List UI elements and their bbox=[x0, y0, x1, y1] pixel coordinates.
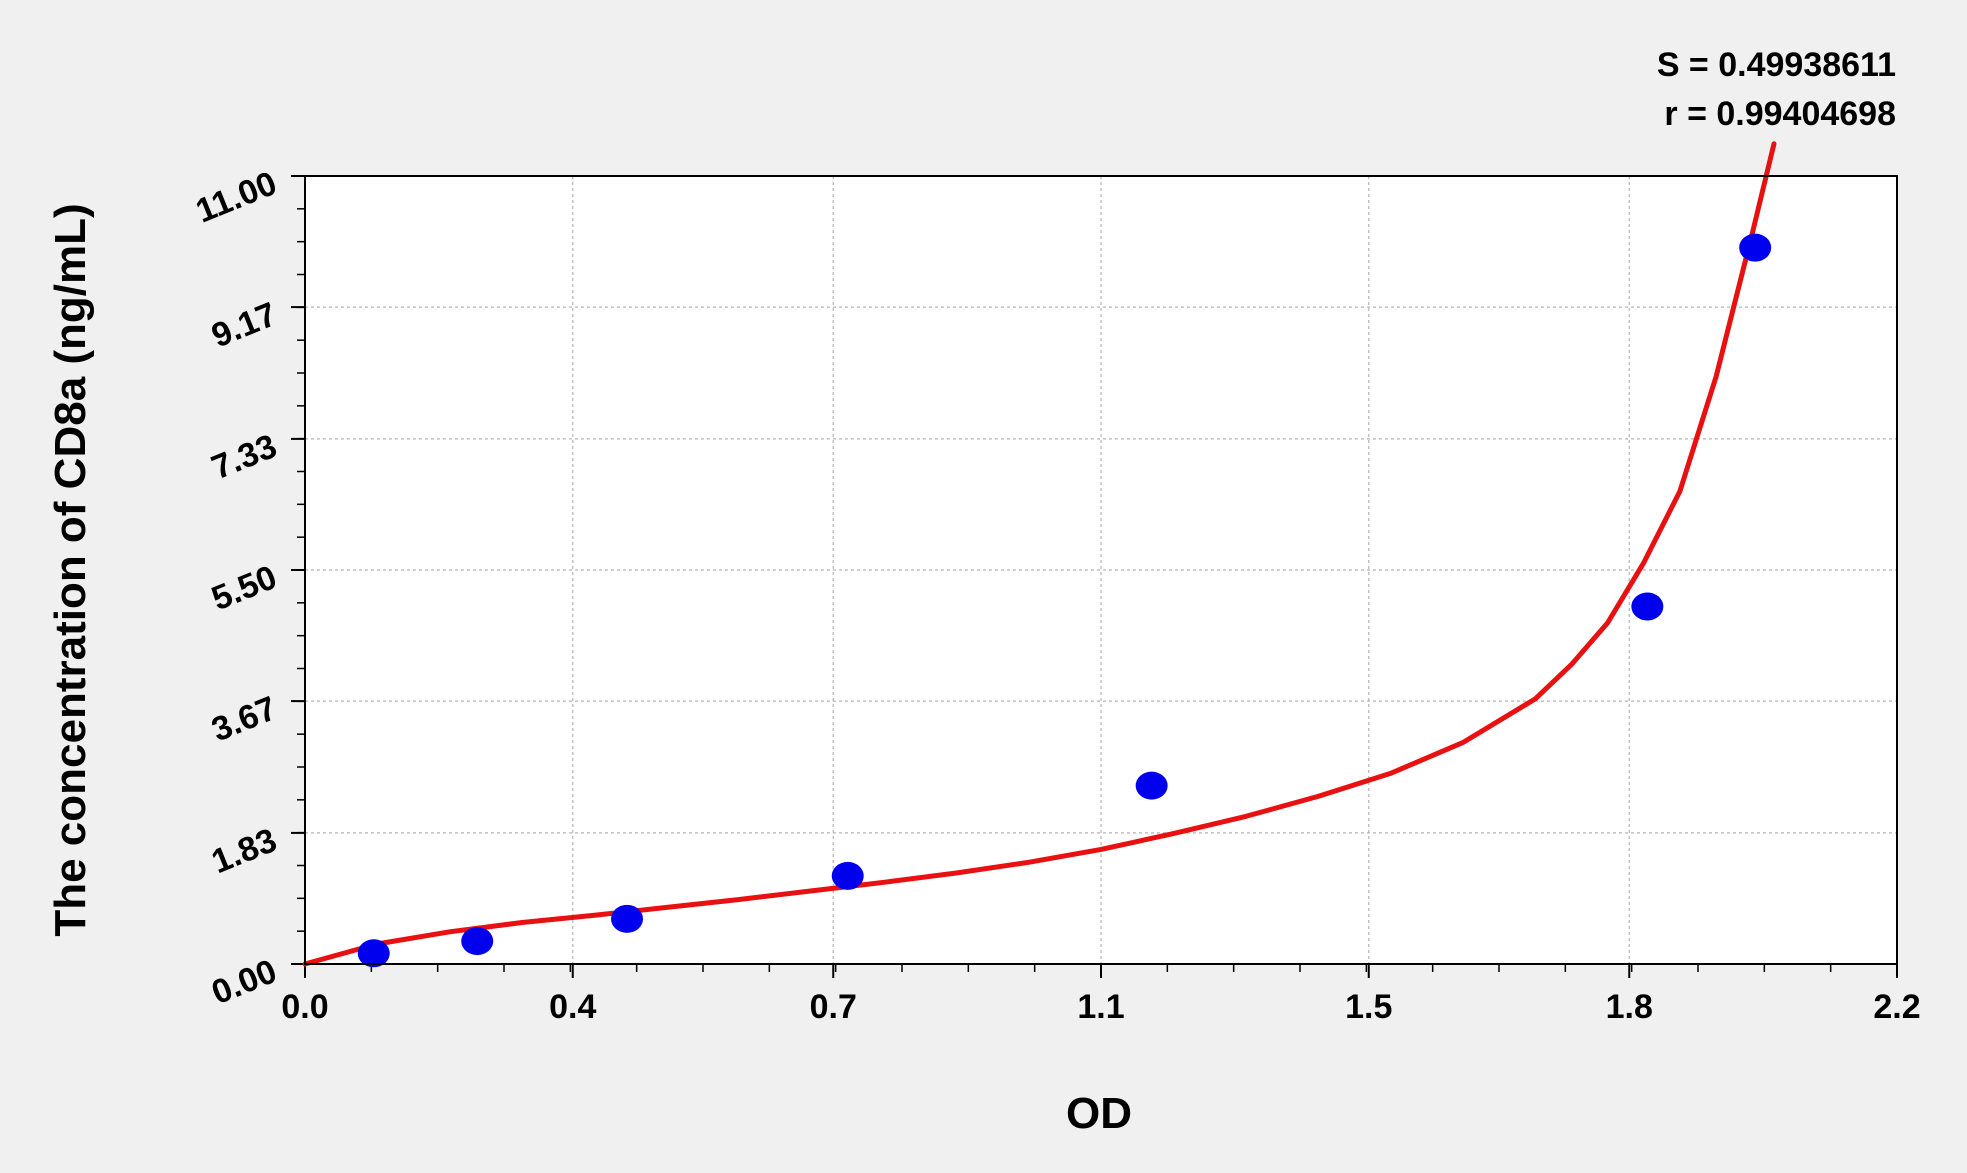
x-tick-label: 0.4 bbox=[549, 988, 596, 1026]
minor-ticks bbox=[291, 175, 1898, 978]
x-tick-label: 1.5 bbox=[1345, 988, 1392, 1026]
fit-curve bbox=[302, 141, 1777, 967]
data-point bbox=[1739, 233, 1772, 262]
data-point bbox=[357, 939, 390, 968]
data-point bbox=[1631, 592, 1664, 621]
y-axis-title: The concentration of CD8a (ng/mL) bbox=[46, 203, 95, 936]
s-value-annotation: S = 0.49938611 bbox=[1657, 46, 1896, 84]
fit-curve-layer bbox=[302, 141, 1777, 967]
data-points-layer bbox=[357, 233, 1772, 968]
x-tick-label: 0.0 bbox=[281, 988, 328, 1026]
x-tick-label: 1.8 bbox=[1606, 988, 1653, 1026]
x-tick-label: 2.2 bbox=[1873, 988, 1920, 1026]
data-point bbox=[831, 861, 864, 890]
data-point bbox=[611, 904, 644, 933]
x-tick-label: 1.1 bbox=[1077, 988, 1124, 1026]
x-axis-title: OD bbox=[1066, 1089, 1132, 1138]
x-tick-label: 0.7 bbox=[810, 988, 857, 1026]
r-value-annotation: r = 0.99404698 bbox=[1664, 95, 1896, 133]
x-tick-labels: 0.0 0.4 0.7 1.1 1.5 1.8 2.2 bbox=[281, 988, 1920, 1026]
plot-frame bbox=[304, 175, 1898, 965]
plot-area bbox=[305, 176, 1897, 964]
data-point bbox=[1135, 771, 1168, 800]
data-point bbox=[461, 927, 494, 956]
grid-lines bbox=[305, 176, 1897, 964]
